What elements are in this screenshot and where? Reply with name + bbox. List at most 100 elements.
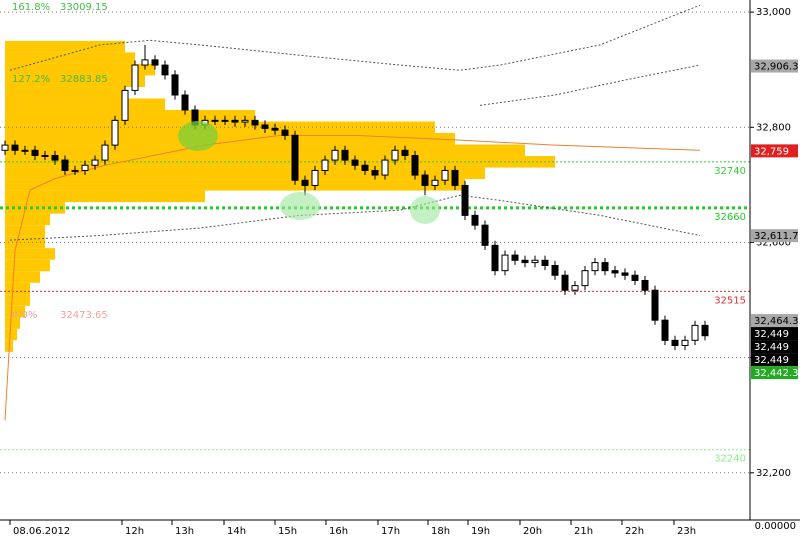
fib-price: 33009.15 (60, 2, 108, 13)
candle-body (341, 149, 349, 161)
candle-body (431, 179, 439, 186)
x-tick-label: 13h (175, 526, 194, 537)
candle-body (281, 129, 289, 136)
indicator-line (9, 4, 701, 71)
candle-body (61, 159, 69, 171)
candle-body (131, 64, 139, 91)
candle-body (601, 262, 609, 272)
candle-body (491, 244, 499, 272)
indicator-line (9, 194, 701, 241)
y-tick-label: 32,200 (756, 468, 791, 479)
candle-body (571, 285, 579, 291)
profile-bar (5, 294, 30, 306)
y-tick-label: 33,000 (756, 7, 791, 18)
x-tick-label: 12h (125, 526, 144, 537)
candle-body (71, 169, 79, 172)
price-label-box (751, 314, 798, 328)
candle-body (311, 169, 319, 186)
profile-bar (5, 259, 50, 272)
candle-body (141, 59, 149, 66)
profile-bar (5, 271, 40, 283)
candle-body (361, 164, 369, 171)
candle-body (221, 119, 229, 122)
candle-body (301, 179, 309, 186)
x-tick-label: 14h (227, 526, 246, 537)
candle-body (701, 324, 709, 337)
candle-body (531, 259, 539, 264)
candle-body (521, 259, 529, 264)
x-tick-label: 22h (625, 526, 644, 537)
profile-bar (5, 179, 465, 191)
candle-body (611, 270, 619, 274)
candle-body (381, 159, 389, 176)
price-label: 32,464.3 (754, 316, 799, 327)
candle-body (651, 289, 659, 321)
indicator-line (479, 64, 701, 106)
candle-body (541, 259, 549, 266)
highlight-ellipse (280, 192, 320, 220)
candle-body (111, 119, 119, 146)
x-tick-label: 18h (431, 526, 450, 537)
candle-body (81, 164, 89, 171)
profile-bar (5, 328, 17, 341)
candle-body (691, 324, 699, 341)
profile-bar (5, 133, 455, 145)
candle-body (401, 149, 409, 156)
candle-body (561, 274, 569, 291)
price-label-box (751, 144, 798, 158)
price-label: 32,759 (754, 146, 789, 157)
x-tick-label: 20h (523, 526, 542, 537)
profile-bar (5, 248, 55, 260)
candle-body (621, 272, 629, 276)
fib-percent: 127.2% (12, 74, 50, 85)
x-tick-label: 16h (329, 526, 348, 537)
candle-body (261, 124, 269, 129)
x-tick-label: 23h (677, 526, 696, 537)
candle-body (271, 127, 279, 131)
profile-bar (5, 202, 65, 214)
candle-body (331, 149, 339, 161)
profile-bar (5, 167, 485, 180)
fib-percent: 0.0% (12, 310, 37, 321)
candle-body (481, 224, 489, 246)
fib-percent: 161.8% (12, 2, 50, 13)
candle-body (671, 339, 679, 347)
axis-layer: 33,00032,80032,60032,40032,20008.06.2012… (9, 7, 799, 537)
candle-body (641, 279, 649, 291)
price-label-box (751, 59, 798, 73)
candle-body (181, 94, 189, 111)
level-label: 32660 (714, 212, 746, 223)
candle-body (151, 59, 159, 66)
profile-bar (5, 305, 25, 318)
price-label-box (751, 327, 798, 341)
y-tick-label: 32,800 (756, 122, 791, 133)
candle-body (91, 159, 99, 166)
candle-body (471, 214, 479, 226)
profile-bar (5, 109, 255, 122)
candle-body (211, 119, 219, 122)
candle-body (31, 149, 39, 156)
profile-bar (5, 52, 135, 64)
candle-body (441, 169, 449, 181)
candle-body (631, 274, 639, 281)
candle-body (421, 174, 429, 186)
x-tick-label: 19h (471, 526, 490, 537)
candle-body (171, 74, 179, 96)
candle-body (591, 262, 599, 272)
profile-bar (5, 225, 45, 237)
candle-body (551, 264, 559, 276)
price-label-box (751, 353, 798, 367)
fib-price: 32883.85 (60, 74, 108, 85)
candle-body (161, 64, 169, 76)
profile-bar (5, 75, 145, 87)
candle-body (101, 144, 109, 161)
candle-body (321, 159, 329, 171)
level-label: 32740 (714, 166, 746, 177)
x-tick-label: 08.06.2012 (13, 526, 70, 537)
candle-body (51, 154, 59, 161)
candle-body (501, 254, 509, 272)
level-label: 32240 (714, 454, 746, 465)
price-label: 32,906.3 (754, 62, 799, 73)
price-label-box (751, 340, 798, 354)
